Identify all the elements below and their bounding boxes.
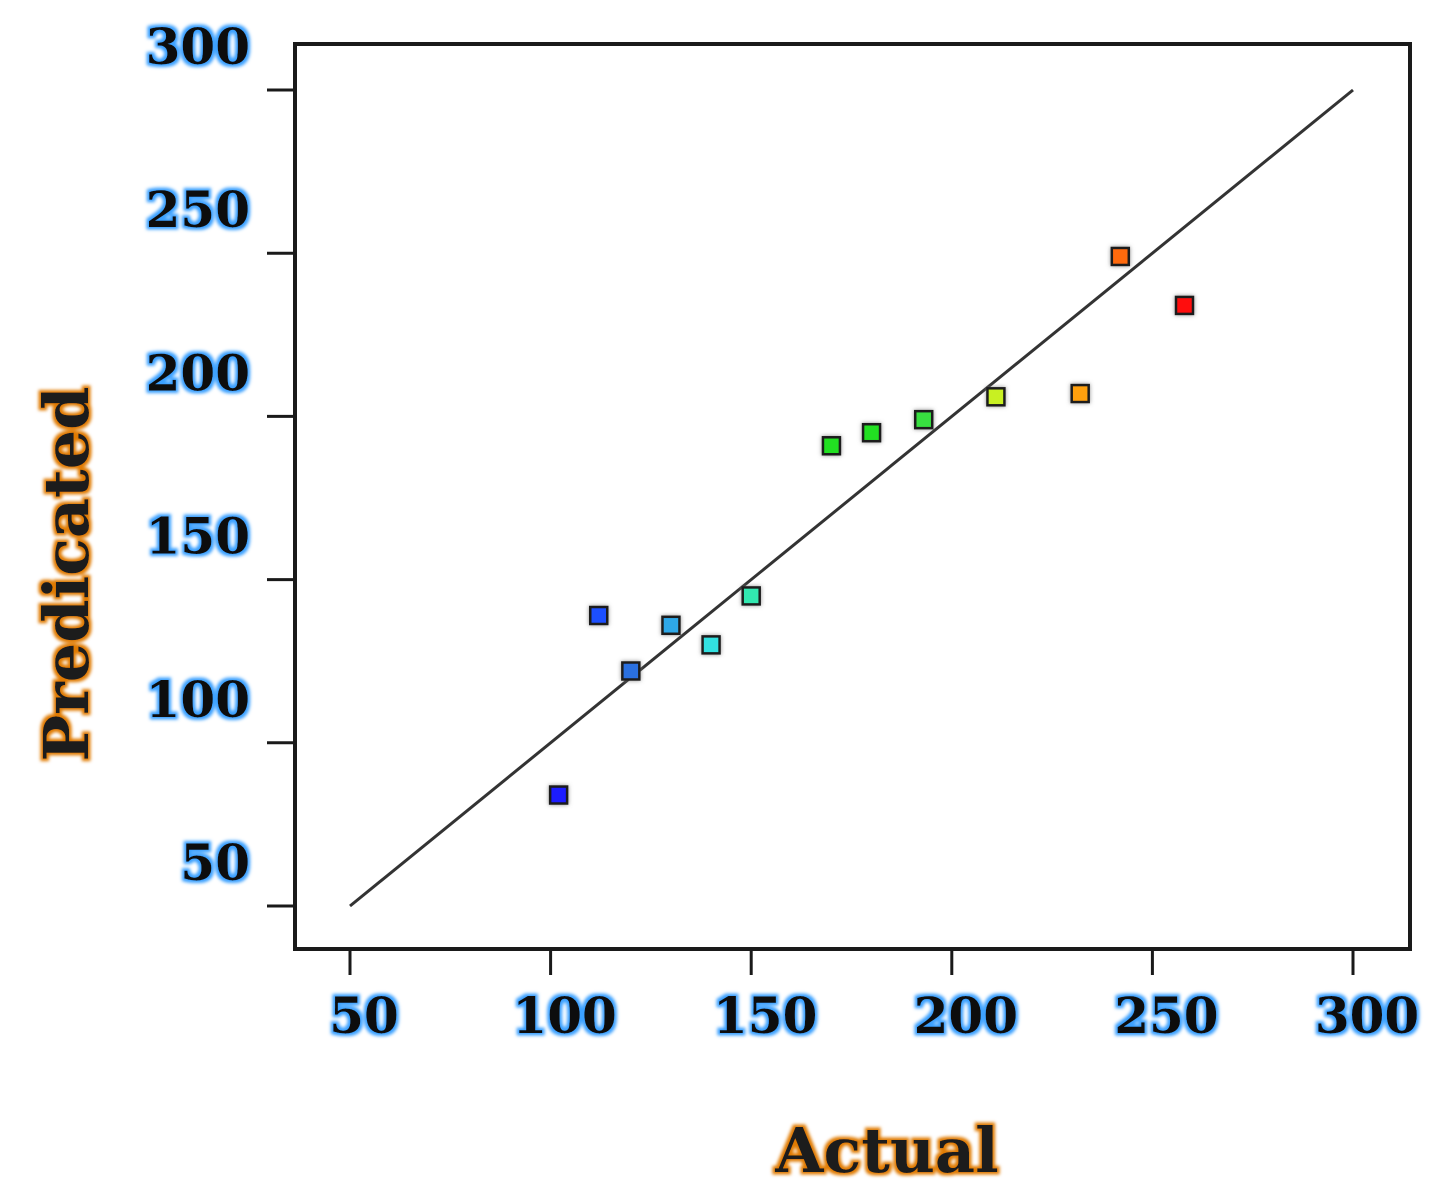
y-axis-title: Predicated [30,387,103,762]
x-tick-label: 100 [512,986,616,1045]
x-tick-label: 200 [914,986,1018,1045]
y-tick-label: 200 [146,343,250,402]
data-point [861,422,882,443]
plot-frame [293,42,1412,951]
y-tick-label: 250 [146,180,250,239]
x-tick-label: 250 [1114,986,1218,1045]
x-tick-label: 300 [1315,986,1419,1045]
data-point [588,605,609,626]
x-axis-title: Actual [774,1114,998,1187]
data-point [821,436,842,456]
data-point [913,409,934,430]
data-point [548,785,569,805]
y-axis-ticks: 50 100 150 200 250 300 [146,17,297,908]
y-tick-label: 100 [146,670,250,729]
y-tick-label: 300 [146,17,250,76]
data-point [701,635,721,655]
data-point [1070,383,1090,404]
y-tick-label: 150 [146,507,250,566]
x-tick-label: 150 [713,986,817,1045]
data-point [1110,246,1131,267]
reference-line-group [349,88,1354,908]
reference-line [349,88,1354,908]
data-point [741,586,761,606]
data-points [548,246,1195,805]
data-point [621,661,641,681]
data-point [986,387,1006,407]
x-axis-ticks: 50 100 150 200 250 300 [329,947,1419,1045]
y-tick-label: 50 [180,833,250,892]
data-point [1174,295,1195,316]
data-point [661,615,681,636]
x-tick-label: 50 [329,986,399,1045]
